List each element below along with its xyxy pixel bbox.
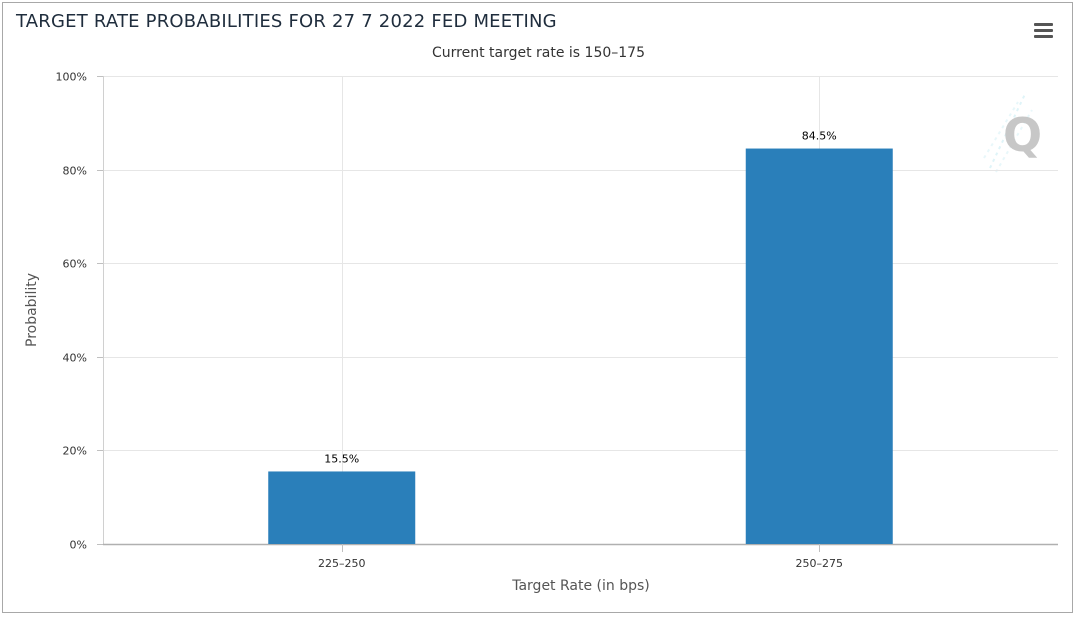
y-tick-label: 60%: [63, 258, 87, 271]
y-tick-label: 20%: [63, 445, 87, 458]
y-tick-label: 40%: [63, 352, 87, 365]
y-tick-label: 80%: [63, 165, 87, 178]
chart-title: TARGET RATE PROBABILITIES FOR 27 7 2022 …: [16, 11, 557, 32]
x-axis-title: Target Rate (in bps): [511, 578, 650, 594]
y-tick-label: 0%: [70, 539, 87, 552]
bar-data-label: 15.5%: [324, 452, 359, 465]
hamburger-menu-icon[interactable]: [1030, 19, 1060, 43]
x-tick-label: 250–275: [796, 557, 844, 570]
y-tick-label: 100%: [56, 71, 87, 84]
bar-1[interactable]: [268, 471, 416, 544]
x-tick-label: 225–250: [318, 557, 366, 570]
y-axis-title: Probability: [24, 273, 40, 347]
bar-data-label: 84.5%: [802, 130, 837, 143]
q-logo-watermark: Q: [983, 91, 1042, 173]
chart-subtitle: Current target rate is 150–175: [431, 45, 645, 61]
bar-2[interactable]: [745, 148, 893, 545]
svg-text:Q: Q: [1003, 108, 1042, 162]
